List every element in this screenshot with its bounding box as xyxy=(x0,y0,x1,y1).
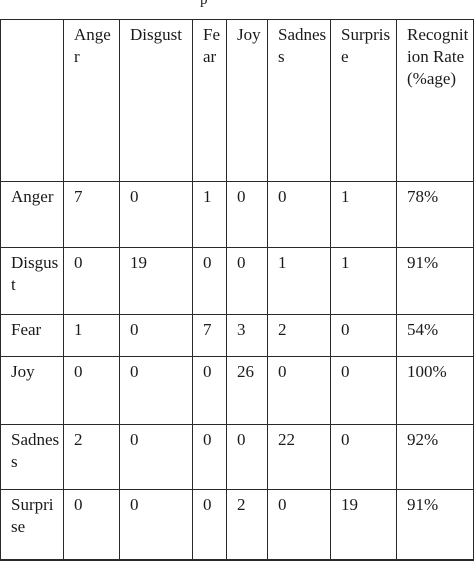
cell-value: 0 xyxy=(330,356,397,425)
cell-value: 0 xyxy=(119,314,193,357)
row-label: Sadness xyxy=(0,424,64,490)
row-label: Surprise xyxy=(0,489,64,561)
cell-value: 0 xyxy=(119,181,193,248)
cell-value: 2 xyxy=(63,424,120,490)
cell-value: 1 xyxy=(330,247,397,315)
table-row: Joy 0 0 0 26 0 0 100% xyxy=(0,356,474,425)
cell-value: 0 xyxy=(63,356,120,425)
header-cell-anger: Anger xyxy=(63,19,120,182)
cell-value: 0 xyxy=(192,247,227,315)
cell-value: 0 xyxy=(119,489,193,561)
cell-rate: 100% xyxy=(396,356,474,425)
table-row: Fear 1 0 7 3 2 0 54% xyxy=(0,314,474,357)
row-label: Fear xyxy=(0,314,64,357)
header-cell-joy: Joy xyxy=(226,19,268,182)
table-row: Sadness 2 0 0 0 22 0 92% xyxy=(0,424,474,490)
cell-value: 0 xyxy=(226,181,268,248)
cell-value: 1 xyxy=(330,181,397,248)
cell-value: 0 xyxy=(119,356,193,425)
cell-value: 0 xyxy=(192,489,227,561)
cell-value: 7 xyxy=(63,181,120,248)
header-cell-surprise: Surprise xyxy=(330,19,397,182)
cell-value: 0 xyxy=(192,356,227,425)
header-cell-disgust: Disgust xyxy=(119,19,193,182)
cell-value: 1 xyxy=(267,247,331,315)
cell-value: 1 xyxy=(192,181,227,248)
cell-value: 0 xyxy=(330,314,397,357)
cell-value: 0 xyxy=(226,424,268,490)
cell-value: 3 xyxy=(226,314,268,357)
header-cell-sadness: Sadness xyxy=(267,19,331,182)
cell-value: 0 xyxy=(226,247,268,315)
cell-value: 0 xyxy=(267,356,331,425)
cell-value: 26 xyxy=(226,356,268,425)
cell-rate: 92% xyxy=(396,424,474,490)
cell-value: 1 xyxy=(63,314,120,357)
cell-rate: 91% xyxy=(396,489,474,561)
row-label: Anger xyxy=(0,181,64,248)
cell-value: 0 xyxy=(192,424,227,490)
header-cell-recognition-rate: Recognition Rate (%age) xyxy=(396,19,474,182)
cell-value: 7 xyxy=(192,314,227,357)
cell-value: 19 xyxy=(119,247,193,315)
cell-value: 19 xyxy=(330,489,397,561)
cell-value: 0 xyxy=(330,424,397,490)
cell-value: 0 xyxy=(267,181,331,248)
cell-value: 2 xyxy=(267,314,331,357)
cell-rate: 54% xyxy=(396,314,474,357)
cell-value: 0 xyxy=(63,489,120,561)
cell-value: 0 xyxy=(63,247,120,315)
cell-rate: 91% xyxy=(396,247,474,315)
bottom-rule xyxy=(0,559,473,561)
table-row: Surprise 0 0 0 2 0 19 91% xyxy=(0,489,474,561)
header-cell-fear: Fear xyxy=(192,19,227,182)
header-cell-empty xyxy=(0,19,64,182)
table-caption-fragment: p xyxy=(200,0,208,8)
cell-rate: 78% xyxy=(396,181,474,248)
header-row: Anger Disgust Fear Joy Sadness Surprise … xyxy=(0,19,474,182)
cell-value: 0 xyxy=(267,489,331,561)
table-row: Disgust 0 19 0 0 1 1 91% xyxy=(0,247,474,315)
row-label: Disgust xyxy=(0,247,64,315)
confusion-matrix-table: Anger Disgust Fear Joy Sadness Surprise … xyxy=(0,19,474,561)
table-row: Anger 7 0 1 0 0 1 78% xyxy=(0,181,474,248)
cell-value: 0 xyxy=(119,424,193,490)
row-label: Joy xyxy=(0,356,64,425)
cell-value: 2 xyxy=(226,489,268,561)
cell-value: 22 xyxy=(267,424,331,490)
